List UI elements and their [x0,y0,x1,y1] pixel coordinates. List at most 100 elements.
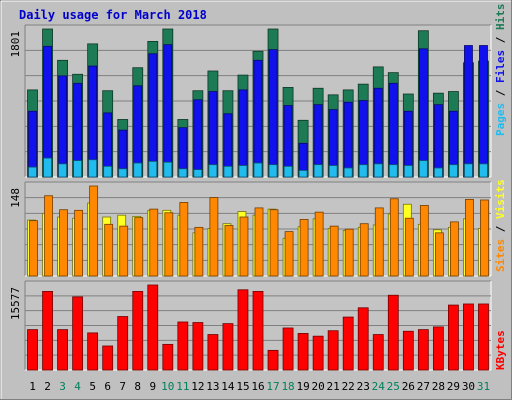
bar-pages-day-24 [373,163,383,178]
bar-pages-day-25 [388,164,398,178]
x-tick-label: 27 [417,380,430,393]
bar-kbytes-day-19 [297,333,309,371]
bar-kbytes-day-14 [222,323,234,371]
bar-files-day-28 [433,104,443,178]
bar-kbytes-day-17 [267,349,279,371]
bar-sites-day-26 [404,217,414,277]
bar-sites-day-30 [465,198,474,277]
bar-sites-day-9 [149,208,159,277]
bar-files-day-31 [479,45,488,178]
bar-kbytes-day-23 [357,307,369,371]
bar-sites-day-31 [480,199,489,277]
bar-sites-day-17 [269,209,279,277]
x-tick-label: 6 [104,380,111,393]
x-tick-label: 22 [342,380,355,393]
y-max-label: 148 [9,188,22,208]
bar-files-day-17 [268,49,278,178]
bar-kbytes-day-29 [448,304,459,371]
bar-pages-day-13 [208,164,218,178]
bar-sites-day-2 [44,195,53,277]
bar-pages-day-29 [449,164,458,178]
bar-pages-day-27 [418,160,428,178]
chart-title: Daily usage for March 2018 [19,8,207,22]
x-tick-label: 19 [296,380,309,393]
bar-sites-day-20 [314,211,324,277]
bar-pages-day-8 [133,162,143,178]
bar-files-day-12 [193,99,203,178]
bar-kbytes-day-2 [42,291,53,371]
bar-files-day-9 [148,53,158,178]
bar-files-day-13 [208,91,218,178]
bar-pages-day-12 [193,169,203,178]
bar-kbytes-day-18 [282,327,294,371]
bar-pages-day-5 [88,159,98,178]
legend-text: KBytes [494,330,507,370]
bar-kbytes-day-31 [478,303,489,371]
x-tick-label: 4 [74,380,81,393]
bar-kbytes-day-13 [207,334,219,371]
bar-pages-day-10 [163,161,173,178]
bar-pages-day-19 [298,170,308,178]
bar-kbytes-day-11 [177,321,189,371]
bar-kbytes-day-25 [387,294,399,371]
legend-entry-visits: Visits [494,179,507,219]
panel-visits-sites: 148 [9,181,492,277]
bar-sites-day-15 [239,216,249,277]
x-tick-label: 25 [387,380,400,393]
bar-pages-day-6 [103,165,113,178]
bar-pages-day-4 [73,160,83,178]
legend-text: Sites / Visits [494,179,507,272]
bar-kbytes-day-7 [117,316,129,371]
x-tick-label: 15 [236,380,249,393]
x-tick-label: 14 [221,380,235,393]
bar-kbytes-day-30 [463,303,474,371]
bar-kbytes-day-15 [237,289,249,371]
legend-text: Pages / Files / Hits [494,4,507,137]
bar-sites-day-16 [254,207,264,277]
bar-sites-day-8 [134,217,144,277]
bar-sites-day-14 [224,225,234,277]
x-tick-label: 11 [176,380,189,393]
bar-sites-day-29 [450,221,459,277]
bar-files-day-16 [253,59,263,178]
x-tick-label: 2 [44,380,51,393]
x-tick-label: 13 [206,380,219,393]
bar-kbytes-day-4 [72,296,84,371]
bar-files-day-15 [238,89,248,178]
bar-sites-day-28 [434,232,444,277]
bar-pages-day-9 [148,160,158,178]
legend-entry-sites: Sites [494,239,507,272]
bar-sites-day-6 [104,223,114,277]
bar-pages-day-2 [43,157,52,178]
bar-pages-day-15 [238,165,248,178]
x-tick-label: 1 [29,380,36,393]
bar-sites-day-13 [209,197,219,277]
bar-pages-day-1 [28,166,37,178]
bar-sites-day-22 [344,228,354,277]
bar-sites-day-27 [419,205,429,277]
bar-pages-day-16 [253,162,263,178]
x-tick-label: 7 [119,380,126,393]
bar-kbytes-day-10 [162,343,174,371]
bar-pages-day-28 [433,167,443,178]
bar-pages-day-11 [178,168,188,178]
bar-pages-day-22 [343,167,353,178]
bar-kbytes-day-24 [372,334,384,371]
bar-files-day-22 [343,101,353,178]
bar-pages-day-21 [328,165,338,178]
bar-files-day-27 [418,48,428,178]
bar-pages-day-14 [223,165,233,178]
x-axis-day-labels: 1 2 3 4 5 6 7 8 9 10 11 12 13 14 15 16 17 18 19 20 21 22 23 24 2… [29,380,490,393]
legend-entry-files: Files [494,50,507,83]
bar-sites-day-12 [194,226,204,277]
bar-pages-day-31 [479,163,488,178]
x-tick-label: 30 [462,380,475,393]
bar-sites-day-23 [359,223,369,277]
bar-sites-day-18 [284,231,294,277]
x-tick-label: 26 [402,380,415,393]
bar-kbytes-day-28 [432,326,444,371]
x-tick-label: 10 [161,380,174,393]
y-max-label: 15577 [9,287,22,320]
bar-sites-day-1 [29,220,38,277]
